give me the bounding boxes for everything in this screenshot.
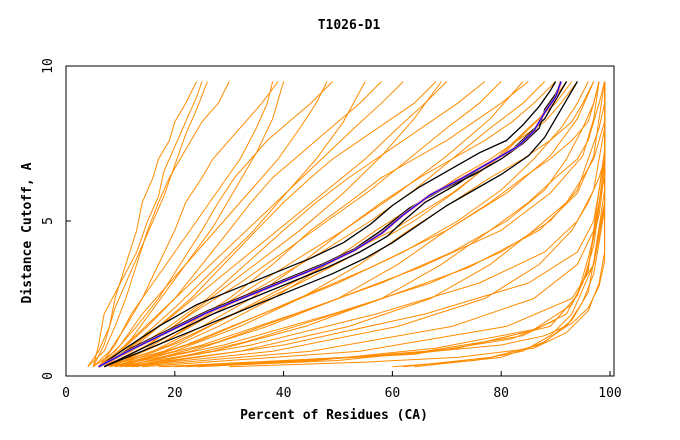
x-tick-label-4: 80 xyxy=(493,386,509,401)
x-tick-label-3: 60 xyxy=(385,386,401,401)
series-line-50 xyxy=(98,81,557,368)
series-line-52 xyxy=(98,81,562,368)
y-axis-label: Distance Cutoff, A xyxy=(20,162,35,303)
series-line-25 xyxy=(98,81,328,368)
y-tick-label-2: 10 xyxy=(41,58,56,74)
series-line-37 xyxy=(103,81,366,368)
series-line-27 xyxy=(103,81,448,368)
series-line-48 xyxy=(98,81,562,368)
series-line-40 xyxy=(114,81,567,368)
series-line-16 xyxy=(142,81,606,368)
series-layer xyxy=(87,81,606,368)
x-axis-label: Percent of Residues (CA) xyxy=(240,408,428,423)
series-line-11 xyxy=(109,81,600,368)
series-line-23 xyxy=(92,81,208,367)
x-tick-label-5: 100 xyxy=(598,386,621,401)
y-tick-label-1: 5 xyxy=(41,217,56,225)
series-line-43 xyxy=(136,81,606,368)
series-line-42 xyxy=(125,81,600,368)
series-line-33 xyxy=(120,81,606,368)
x-tick-label-1: 20 xyxy=(167,386,183,401)
series-line-24 xyxy=(98,81,274,368)
series-line-3 xyxy=(92,81,333,368)
series-line-26 xyxy=(98,81,404,368)
series-line-29 xyxy=(109,81,546,368)
series-line-41 xyxy=(120,81,595,368)
series-line-9 xyxy=(103,81,578,368)
x-tick-label-2: 40 xyxy=(276,386,292,401)
series-line-39 xyxy=(109,81,524,368)
series-line-36 xyxy=(103,81,285,368)
chart-title: T1026-D1 xyxy=(318,18,381,33)
series-line-7 xyxy=(103,81,529,368)
series-line-47 xyxy=(229,81,606,368)
series-line-6 xyxy=(98,81,486,368)
y-tick-label-0: 0 xyxy=(41,372,56,380)
x-tick-label-0: 0 xyxy=(62,386,70,401)
series-line-49 xyxy=(103,81,568,368)
series-line-32 xyxy=(114,81,600,368)
series-line-2 xyxy=(92,81,279,368)
series-line-4 xyxy=(98,81,382,368)
series-line-22 xyxy=(92,81,203,367)
series-line-52-underlay xyxy=(97,81,563,368)
series-line-34 xyxy=(125,81,606,368)
series-line-51 xyxy=(103,81,578,368)
series-line-1 xyxy=(87,81,230,368)
series-line-12 xyxy=(114,81,606,368)
ticks-layer: 0 20 40 60 80 100 0 5 10 xyxy=(41,58,622,401)
series-line-30 xyxy=(109,81,573,368)
series-line-8 xyxy=(103,81,556,368)
